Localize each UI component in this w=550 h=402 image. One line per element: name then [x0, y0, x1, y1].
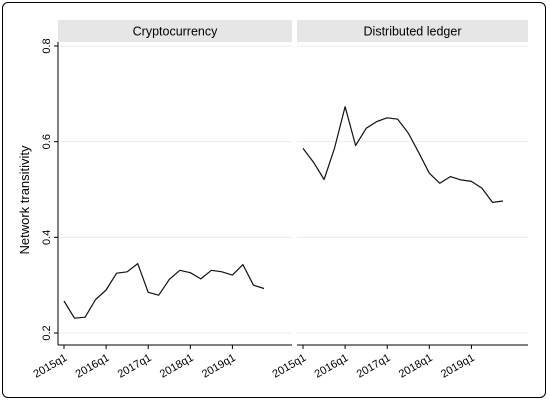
- x-tick-label: 2015q1: [32, 352, 70, 381]
- x-tick-label: 2016q1: [74, 352, 112, 381]
- x-tick-label: 2019q1: [439, 352, 477, 381]
- y-tick-label: 0.4: [41, 230, 53, 245]
- x-tick-label: 2019q1: [200, 352, 238, 381]
- x-tick-label: 2017q1: [355, 352, 393, 381]
- panel-title-strip: [297, 20, 528, 42]
- panel-title: Cryptocurrency: [133, 25, 218, 39]
- series-line: [302, 106, 504, 203]
- panel-title: Distributed ledger: [364, 25, 462, 39]
- y-tick-label: 0.2: [41, 325, 53, 340]
- x-tick-label: 2017q1: [116, 352, 154, 381]
- y-tick-label: 0.8: [41, 38, 53, 53]
- series-line: [63, 263, 265, 319]
- chart-frame: [2, 2, 546, 398]
- y-tick-label: 0.6: [41, 134, 53, 149]
- x-tick-label: 2016q1: [313, 352, 351, 381]
- y-axis-label: Network transitivity: [17, 145, 32, 255]
- x-tick-label: 2018q1: [158, 352, 196, 381]
- x-tick-label: 2015q1: [271, 352, 309, 381]
- panel-title-strip: [58, 20, 292, 42]
- x-tick-label: 2018q1: [397, 352, 435, 381]
